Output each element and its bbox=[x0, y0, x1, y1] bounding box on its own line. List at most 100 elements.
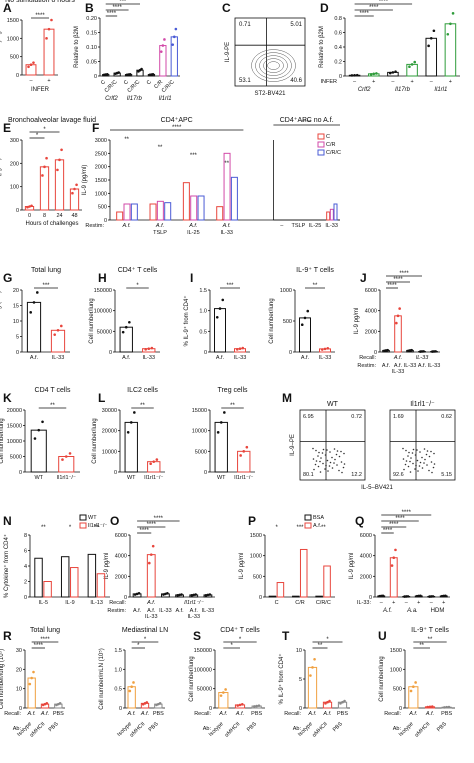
sig-label-P-2: ** bbox=[321, 525, 326, 531]
bar-D-4 bbox=[425, 37, 438, 77]
point-D-4-1 bbox=[429, 37, 433, 40]
x-tick-R2-2: PBS bbox=[148, 721, 160, 733]
y-tick-label-K: 10000 bbox=[7, 439, 22, 445]
y-tick-label-L: 10000 bbox=[102, 449, 117, 455]
recall-J-0: A.f. bbox=[393, 355, 402, 361]
recall-label-U: Recall: bbox=[384, 711, 401, 717]
point-D-5-0 bbox=[446, 32, 450, 36]
x-tick-N-2: IL-13 bbox=[90, 600, 103, 606]
y-tick-label-B: 0 bbox=[94, 74, 97, 80]
bar-D-5 bbox=[444, 23, 457, 77]
point-T-1-2 bbox=[328, 699, 331, 703]
recall-label-T: Recall: bbox=[284, 711, 301, 717]
y-tick-label-F: 0 bbox=[104, 218, 107, 224]
sig-label-T-0: ** bbox=[318, 643, 323, 649]
quadrant-M-1-1: 0.62 bbox=[441, 414, 452, 420]
bar-I2-0 bbox=[299, 317, 311, 353]
y-tick-label-L: 20000 bbox=[102, 429, 117, 435]
point-B-4-2 bbox=[151, 72, 155, 76]
x-tick-F-0-0: A.f. bbox=[122, 223, 131, 229]
point-S-2-0 bbox=[253, 705, 256, 708]
bar-N-0-1 bbox=[43, 581, 52, 598]
point-G-1-1 bbox=[56, 329, 60, 332]
panel-letter-A: A bbox=[3, 1, 12, 15]
event-M-0-7 bbox=[328, 465, 331, 467]
y-tick-label-B: 0.05 bbox=[86, 60, 97, 66]
panel-letter-N: N bbox=[3, 514, 12, 528]
bar-G-0 bbox=[26, 301, 42, 353]
point-H-0-0 bbox=[121, 330, 125, 334]
recall-O-0: A.f. bbox=[146, 600, 155, 606]
restim-O-4: A.f. bbox=[190, 608, 199, 614]
recall-R2-1: A.f. bbox=[140, 711, 149, 717]
bar-H-0 bbox=[119, 326, 133, 353]
sig-label-D-2: **** bbox=[379, 0, 389, 5]
x-group-A: INFER bbox=[31, 87, 50, 93]
bar-F-2-0 bbox=[182, 182, 190, 221]
point-R-1-2 bbox=[45, 702, 49, 705]
event-M-0-25 bbox=[324, 454, 327, 456]
point-H-0-1 bbox=[124, 325, 128, 329]
y-label-D: Relative to β2M bbox=[319, 26, 325, 68]
y-tick-label-E: 200 bbox=[10, 161, 19, 167]
y-tick-label-F: 1500 bbox=[95, 178, 107, 184]
event-M-0-29 bbox=[320, 457, 322, 459]
y-label-P: IL-9 pg/ml bbox=[239, 553, 245, 580]
y-label-E: IL-33 (pg/ml) bbox=[0, 158, 2, 192]
bar-P-1-0 bbox=[292, 595, 300, 598]
x-tick-D-5: + bbox=[449, 79, 452, 85]
y-tick-label-S: 100000 bbox=[194, 667, 212, 673]
panel-letter-U: U bbox=[378, 629, 387, 643]
y-tick-label-N: 2 bbox=[24, 580, 27, 586]
x-tick-H-1: IL-33 bbox=[142, 355, 155, 361]
legend-swatch-N-0 bbox=[79, 514, 87, 521]
group-Q-0: A.f. bbox=[382, 608, 392, 614]
point-U-1-2 bbox=[430, 705, 434, 708]
event-M-1-33 bbox=[405, 460, 408, 462]
sig-label-O-0: **** bbox=[139, 528, 149, 534]
title-U: IL-9⁺ T cells bbox=[411, 627, 449, 634]
x-tick-N-1: IL-9 bbox=[65, 600, 74, 606]
point-B-0-2 bbox=[105, 72, 109, 76]
x-tick-H-0: A.f. bbox=[122, 355, 131, 361]
point-J-3-2 bbox=[422, 350, 425, 353]
point-T-2-2 bbox=[343, 699, 346, 703]
panel-letter-R: R bbox=[3, 629, 12, 643]
legend-label-F-0: C bbox=[326, 134, 330, 140]
y-tick-label-K: 20000 bbox=[7, 408, 22, 414]
x-tick-Q-5: + bbox=[442, 600, 445, 606]
y-tick-label-D: 0 bbox=[339, 74, 342, 80]
y-tick-label-J: 0 bbox=[374, 350, 377, 356]
point-D-0-0 bbox=[350, 74, 354, 77]
x-label-F: Restim: bbox=[85, 223, 104, 229]
flow-frame-M-1 bbox=[389, 409, 456, 481]
point-Q-1-1 bbox=[392, 556, 396, 560]
y-tick-label-P: 0 bbox=[259, 595, 262, 601]
sig-label-Q-1: **** bbox=[389, 522, 399, 528]
y-tick-label-R: 0 bbox=[19, 706, 22, 712]
event-M-1-37 bbox=[433, 463, 436, 465]
y-tick-label-U: 1500 bbox=[390, 648, 402, 654]
bar-F-1-2 bbox=[164, 202, 172, 221]
point-R-0-0 bbox=[28, 682, 32, 686]
sig-label-O-1: **** bbox=[147, 522, 157, 528]
bar-F-0-0 bbox=[116, 211, 124, 221]
event-M-0-10 bbox=[317, 455, 319, 457]
point-E-1-1 bbox=[43, 165, 46, 169]
y-tick-label-P: 1000 bbox=[250, 554, 262, 560]
title-M-0: WT bbox=[327, 401, 339, 408]
bar-I-0 bbox=[214, 308, 226, 353]
point-D-4-0 bbox=[427, 44, 430, 48]
restim-label-J: Restim: bbox=[357, 363, 376, 369]
y-tick-label-B: 0.20 bbox=[86, 16, 97, 22]
point-L-1-1 bbox=[152, 460, 156, 463]
y-tick-label-L2: 15000 bbox=[192, 408, 207, 414]
point-E-3-1 bbox=[73, 187, 76, 191]
event-M-0-36 bbox=[336, 450, 339, 452]
point-L2-1-1 bbox=[242, 450, 246, 453]
point-R2-0-0 bbox=[128, 689, 132, 693]
legend-swatch-F-1 bbox=[317, 141, 325, 148]
legend-swatch-P-1 bbox=[304, 522, 312, 529]
point-U-0-0 bbox=[409, 689, 413, 693]
event-M-0-24 bbox=[317, 465, 320, 468]
